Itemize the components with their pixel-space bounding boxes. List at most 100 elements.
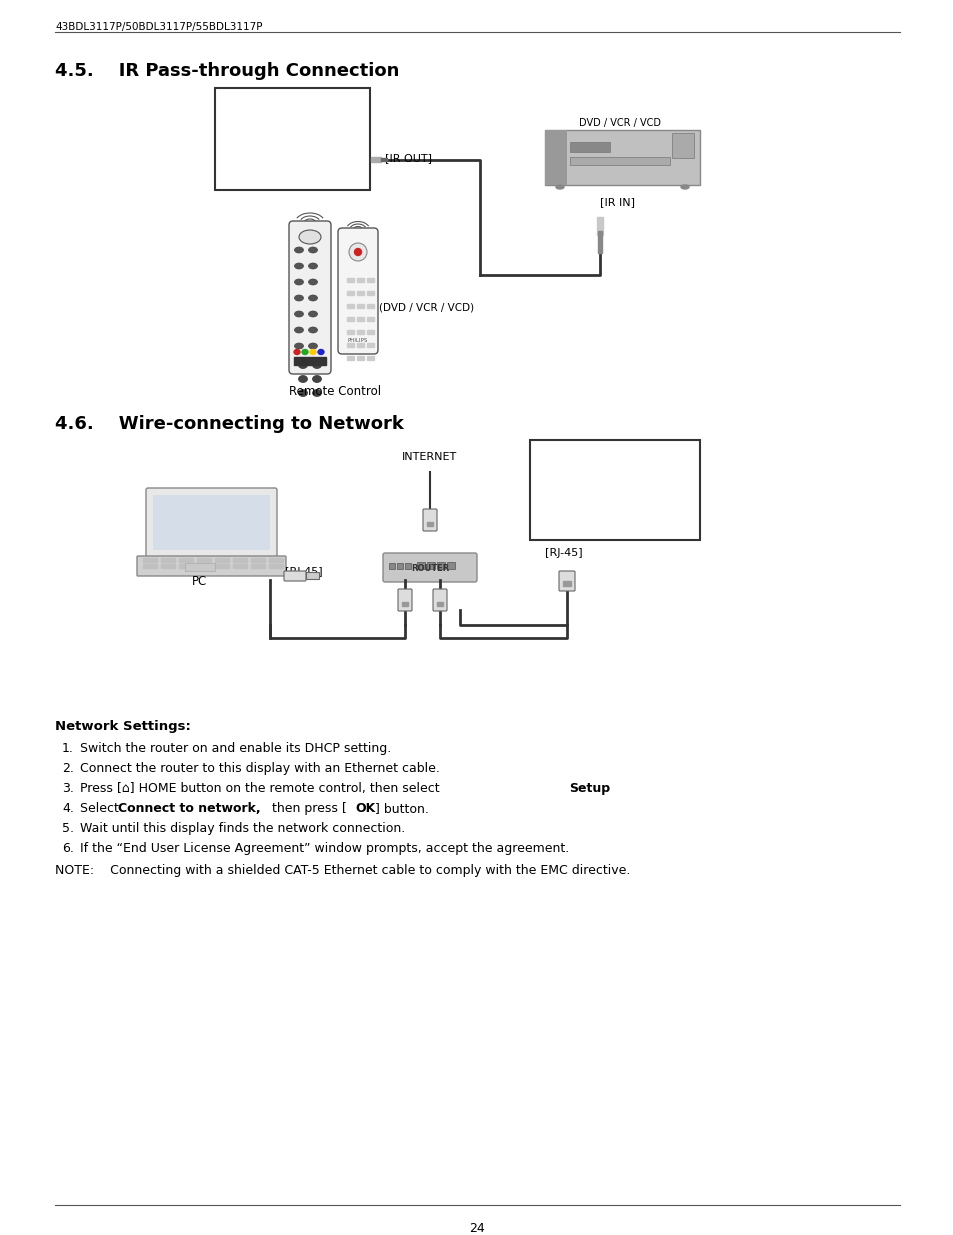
Text: 3.: 3. — [62, 782, 73, 795]
FancyBboxPatch shape — [397, 589, 412, 611]
Text: INTERNET: INTERNET — [402, 452, 457, 462]
Bar — [233, 558, 247, 562]
Bar — [185, 563, 214, 571]
Text: [RJ-45]: [RJ-45] — [285, 567, 322, 577]
Bar — [347, 317, 354, 321]
Bar — [380, 158, 387, 161]
Bar — [367, 343, 374, 347]
Text: PHILIPS: PHILIPS — [348, 338, 368, 343]
Ellipse shape — [313, 362, 321, 368]
Text: 5.: 5. — [62, 823, 74, 835]
Bar — [161, 558, 174, 562]
Bar — [671, 133, 693, 158]
Bar — [356, 330, 364, 333]
Bar — [544, 130, 566, 185]
Text: 6.: 6. — [62, 842, 73, 855]
Bar — [405, 563, 411, 569]
Bar — [251, 564, 265, 568]
FancyBboxPatch shape — [558, 571, 575, 592]
Text: 43BDL3117P/50BDL3117P/55BDL3117P: 43BDL3117P/50BDL3117P/55BDL3117P — [55, 22, 262, 32]
Bar — [347, 330, 354, 333]
Bar — [401, 601, 408, 606]
Bar — [356, 356, 364, 359]
Bar — [367, 317, 374, 321]
Text: (DVD / VCR / VCD): (DVD / VCR / VCD) — [378, 303, 474, 312]
Bar — [356, 291, 364, 295]
Text: 1.: 1. — [62, 742, 73, 755]
Text: Switch the router on and enable its DHCP setting.: Switch the router on and enable its DHCP… — [80, 742, 391, 755]
Bar — [367, 330, 374, 333]
Bar — [196, 558, 211, 562]
Bar — [356, 278, 364, 282]
Ellipse shape — [294, 311, 303, 317]
Ellipse shape — [313, 375, 321, 383]
Ellipse shape — [294, 327, 303, 333]
Bar — [396, 563, 402, 569]
FancyBboxPatch shape — [289, 221, 331, 374]
Text: PC: PC — [193, 576, 208, 588]
Bar — [356, 317, 364, 321]
Bar — [367, 291, 374, 295]
FancyBboxPatch shape — [337, 228, 377, 354]
Ellipse shape — [298, 230, 320, 245]
Text: [IR OUT]: [IR OUT] — [385, 153, 432, 163]
Ellipse shape — [298, 389, 307, 396]
Bar — [347, 278, 354, 282]
FancyBboxPatch shape — [284, 571, 306, 580]
Bar — [143, 558, 157, 562]
Ellipse shape — [298, 362, 307, 368]
Text: Network Settings:: Network Settings: — [55, 720, 191, 734]
Bar — [233, 564, 247, 568]
Bar — [269, 558, 283, 562]
Text: DVD / VCR / VCD: DVD / VCR / VCD — [578, 119, 660, 128]
Ellipse shape — [294, 350, 299, 354]
Text: 4.5.    IR Pass-through Connection: 4.5. IR Pass-through Connection — [55, 62, 399, 80]
Text: [RJ-45]: [RJ-45] — [544, 548, 582, 558]
Ellipse shape — [308, 263, 317, 269]
Bar — [356, 343, 364, 347]
Bar — [436, 562, 444, 569]
FancyBboxPatch shape — [137, 556, 286, 576]
Bar — [196, 564, 211, 568]
Bar — [294, 357, 326, 366]
Text: .: . — [601, 782, 605, 795]
Text: Remote Control: Remote Control — [289, 385, 380, 398]
Text: NOTE:    Connecting with a shielded CAT-5 Ethernet cable to comply with the EMC : NOTE: Connecting with a shielded CAT-5 E… — [55, 864, 630, 877]
Text: ROUTER: ROUTER — [411, 564, 449, 573]
Text: Setup: Setup — [568, 782, 610, 795]
Bar — [269, 564, 283, 568]
Bar — [562, 580, 571, 585]
Bar — [436, 601, 442, 606]
Ellipse shape — [294, 343, 303, 350]
Bar — [347, 304, 354, 308]
Bar — [214, 558, 229, 562]
Bar — [530, 440, 700, 540]
Bar — [371, 157, 380, 162]
Ellipse shape — [308, 343, 317, 350]
Text: then press [: then press [ — [268, 802, 347, 815]
Bar — [427, 522, 433, 526]
Bar — [179, 564, 193, 568]
Ellipse shape — [308, 311, 317, 317]
Bar — [356, 304, 364, 308]
Ellipse shape — [680, 185, 688, 189]
Ellipse shape — [308, 295, 317, 301]
Text: ] button.: ] button. — [375, 802, 429, 815]
Bar — [597, 217, 602, 235]
Bar — [161, 564, 174, 568]
Ellipse shape — [298, 375, 307, 383]
FancyBboxPatch shape — [544, 130, 700, 185]
Bar — [389, 563, 395, 569]
Bar — [569, 157, 669, 165]
FancyBboxPatch shape — [382, 553, 476, 582]
FancyBboxPatch shape — [146, 488, 276, 557]
Bar — [179, 558, 193, 562]
Bar — [143, 564, 157, 568]
FancyBboxPatch shape — [433, 589, 447, 611]
Bar — [447, 562, 455, 569]
Ellipse shape — [349, 243, 367, 261]
Bar — [598, 231, 601, 253]
Ellipse shape — [294, 263, 303, 269]
FancyBboxPatch shape — [306, 573, 319, 579]
Ellipse shape — [556, 185, 563, 189]
